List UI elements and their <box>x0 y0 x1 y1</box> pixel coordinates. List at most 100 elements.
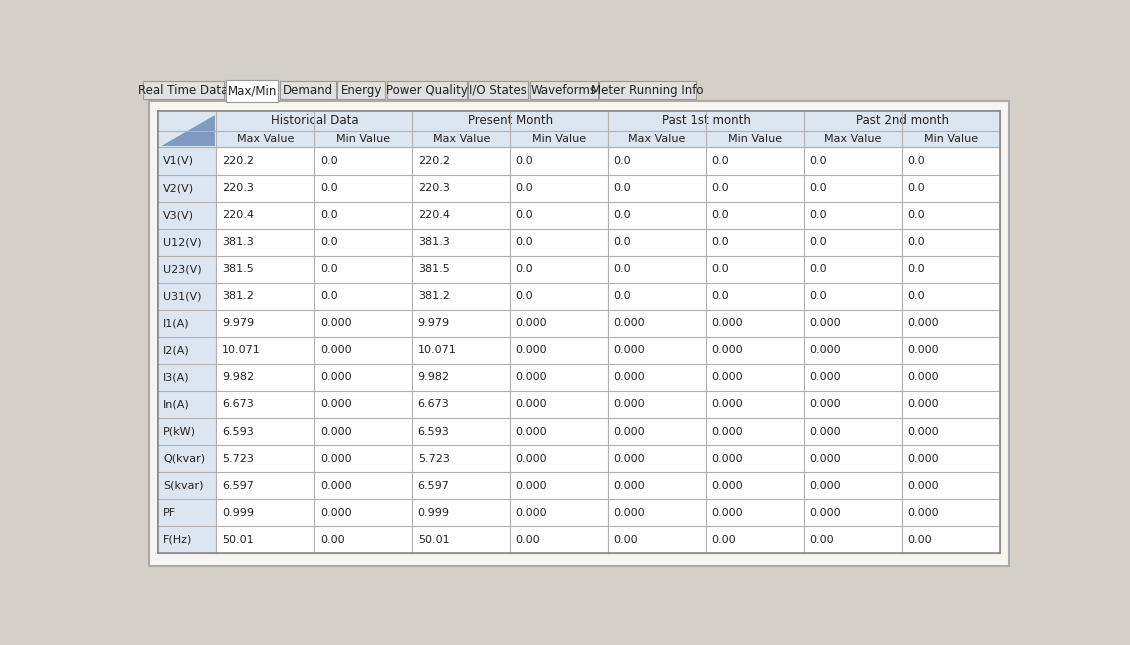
Bar <box>158 255 217 283</box>
Bar <box>805 228 902 255</box>
Text: 9.982: 9.982 <box>418 372 450 382</box>
Text: 0.0: 0.0 <box>614 237 632 247</box>
Text: Historical Data: Historical Data <box>270 114 358 127</box>
Text: PF: PF <box>163 508 176 518</box>
Text: 381.2: 381.2 <box>221 292 254 301</box>
Text: Max Value: Max Value <box>628 134 686 144</box>
Bar <box>530 81 598 99</box>
Bar <box>599 81 696 99</box>
Bar <box>412 202 511 228</box>
Bar <box>902 391 1000 418</box>
Bar <box>706 310 805 337</box>
Bar <box>412 130 511 148</box>
Bar <box>805 445 902 472</box>
Text: 0.000: 0.000 <box>712 372 744 382</box>
Text: Demand: Demand <box>282 84 333 97</box>
Text: 0.000: 0.000 <box>614 426 645 437</box>
Bar <box>706 337 805 364</box>
Bar <box>805 130 902 148</box>
Bar <box>608 445 706 472</box>
Bar <box>226 80 278 102</box>
Bar <box>158 110 1000 553</box>
Bar <box>314 499 412 526</box>
Text: S(kvar): S(kvar) <box>163 481 203 491</box>
Text: 0.000: 0.000 <box>809 453 841 464</box>
Text: Max Value: Max Value <box>433 134 490 144</box>
Text: Max/Min: Max/Min <box>227 84 277 97</box>
Text: 0.00: 0.00 <box>614 535 638 545</box>
Text: 0.0: 0.0 <box>712 183 729 193</box>
Bar <box>314 148 412 175</box>
Text: 9.982: 9.982 <box>221 372 254 382</box>
Bar <box>511 130 608 148</box>
Bar <box>706 391 805 418</box>
Bar <box>217 418 314 445</box>
Text: Present Month: Present Month <box>468 114 553 127</box>
Text: 220.2: 220.2 <box>221 156 254 166</box>
Text: 381.5: 381.5 <box>221 264 253 274</box>
Text: 0.000: 0.000 <box>614 345 645 355</box>
Bar <box>608 255 706 283</box>
Bar <box>902 337 1000 364</box>
Bar <box>314 130 412 148</box>
Text: 0.0: 0.0 <box>712 210 729 220</box>
Bar <box>608 364 706 391</box>
Text: Meter Running Info: Meter Running Info <box>591 84 704 97</box>
Text: 5.723: 5.723 <box>221 453 254 464</box>
Bar <box>511 310 608 337</box>
Bar <box>608 472 706 499</box>
Bar <box>217 526 314 553</box>
Bar <box>412 255 511 283</box>
Bar <box>805 391 902 418</box>
Bar <box>217 228 314 255</box>
Text: 0.000: 0.000 <box>614 319 645 328</box>
Bar <box>608 526 706 553</box>
Bar <box>902 310 1000 337</box>
Bar <box>511 148 608 175</box>
Text: 0.000: 0.000 <box>320 399 351 410</box>
Text: Q(kvar): Q(kvar) <box>163 453 205 464</box>
Text: 0.0: 0.0 <box>614 264 632 274</box>
Bar <box>902 130 1000 148</box>
Text: 50.01: 50.01 <box>221 535 253 545</box>
Bar <box>158 499 217 526</box>
Text: 0.00: 0.00 <box>712 535 736 545</box>
Bar <box>805 526 902 553</box>
Text: 0.0: 0.0 <box>907 237 925 247</box>
Text: 0.0: 0.0 <box>614 183 632 193</box>
Text: I3(A): I3(A) <box>163 372 190 382</box>
Bar <box>608 310 706 337</box>
Bar <box>314 228 412 255</box>
Bar <box>805 110 1000 130</box>
Text: U31(V): U31(V) <box>163 292 201 301</box>
Text: 50.01: 50.01 <box>418 535 450 545</box>
Bar <box>511 255 608 283</box>
Bar <box>511 337 608 364</box>
Bar <box>511 418 608 445</box>
Bar <box>511 499 608 526</box>
Text: 0.0: 0.0 <box>907 292 925 301</box>
Bar <box>608 499 706 526</box>
Bar <box>706 148 805 175</box>
Text: 0.0: 0.0 <box>320 292 338 301</box>
Text: 0.0: 0.0 <box>712 156 729 166</box>
Bar <box>706 418 805 445</box>
Bar <box>158 110 1000 553</box>
Text: 0.000: 0.000 <box>515 481 547 491</box>
Text: 0.0: 0.0 <box>809 237 827 247</box>
Text: 0.000: 0.000 <box>907 372 939 382</box>
Text: 0.0: 0.0 <box>614 292 632 301</box>
Bar <box>706 526 805 553</box>
Bar <box>314 175 412 202</box>
Text: 0.00: 0.00 <box>907 535 932 545</box>
Bar <box>902 499 1000 526</box>
Text: Past 2nd month: Past 2nd month <box>855 114 948 127</box>
Bar <box>511 283 608 310</box>
Text: 0.0: 0.0 <box>614 156 632 166</box>
Bar <box>412 472 511 499</box>
Text: 6.673: 6.673 <box>418 399 450 410</box>
Bar <box>217 472 314 499</box>
Bar <box>412 526 511 553</box>
Bar <box>511 364 608 391</box>
Bar <box>511 391 608 418</box>
